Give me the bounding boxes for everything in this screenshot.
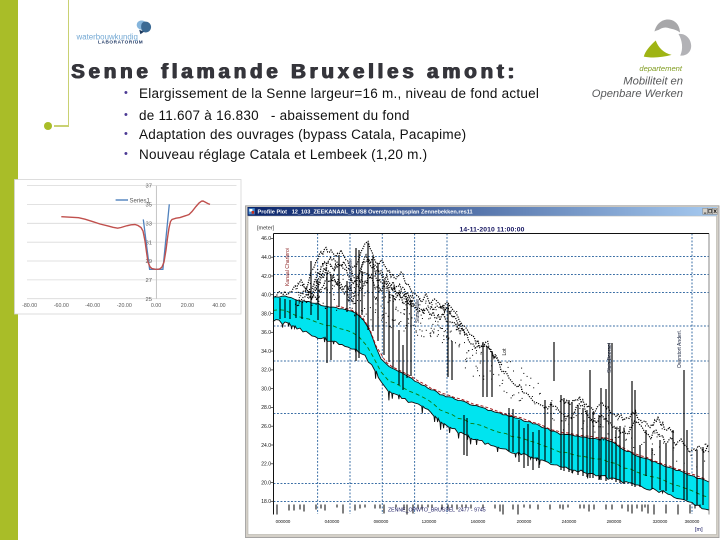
svg-text:-80.00: -80.00 bbox=[22, 303, 37, 309]
svg-text:30.0: 30.0 bbox=[261, 386, 271, 392]
svg-text:Overstort Anderl.: Overstort Anderl. bbox=[677, 330, 683, 368]
svg-text:37: 37 bbox=[146, 184, 152, 190]
svg-text:40.0: 40.0 bbox=[261, 293, 271, 299]
svg-text:Overstort Lembeek: Overstort Lembeek bbox=[348, 259, 354, 303]
svg-text:18.0: 18.0 bbox=[261, 499, 271, 505]
svg-text:Sluis Beersel: Sluis Beersel bbox=[607, 343, 613, 373]
svg-text:160000: 160000 bbox=[471, 519, 486, 524]
svg-text:24.0: 24.0 bbox=[261, 443, 271, 449]
svg-text:[m]: [m] bbox=[695, 527, 703, 533]
svg-text:0.00: 0.00 bbox=[151, 303, 161, 309]
svg-text:280000: 280000 bbox=[607, 519, 622, 524]
svg-text:departement: departement bbox=[639, 64, 683, 73]
svg-text:22.0: 22.0 bbox=[261, 462, 271, 468]
svg-text:-40.00: -40.00 bbox=[85, 303, 100, 309]
svg-text:31: 31 bbox=[146, 240, 152, 246]
svg-text:320000: 320000 bbox=[653, 519, 668, 524]
svg-text:ZENNE_OPWTO_BRUSSEL 2477 - 97: ZENNE_OPWTO_BRUSSEL 2477 - 9745 bbox=[388, 508, 486, 514]
svg-text:Series1: Series1 bbox=[130, 199, 151, 205]
svg-text:200000: 200000 bbox=[517, 519, 532, 524]
svg-text:38.0: 38.0 bbox=[261, 311, 271, 317]
svg-text:Sluis Halle: Sluis Halle bbox=[415, 299, 421, 323]
svg-text:000000: 000000 bbox=[276, 519, 291, 524]
svg-text:40.00: 40.00 bbox=[212, 303, 225, 309]
svg-text:28.0: 28.0 bbox=[261, 405, 271, 411]
svg-text:20.00: 20.00 bbox=[181, 303, 194, 309]
svg-text:Profile Plot 12_103_ZEEKANAA: Profile Plot 12_103_ZEEKANAAL_5 US8 Over… bbox=[258, 209, 473, 215]
svg-text:-60.00: -60.00 bbox=[54, 303, 69, 309]
svg-text:-20.00: -20.00 bbox=[117, 303, 132, 309]
svg-text:Kanaal Charleroi: Kanaal Charleroi bbox=[285, 248, 291, 286]
svg-text:240000: 240000 bbox=[562, 519, 577, 524]
svg-text:46.0: 46.0 bbox=[261, 236, 271, 242]
svg-text:36.0: 36.0 bbox=[261, 330, 271, 336]
svg-text:Lot: Lot bbox=[502, 348, 508, 356]
svg-text:25: 25 bbox=[146, 297, 152, 303]
svg-text:waterbouwkundig: waterbouwkundig bbox=[76, 32, 138, 41]
svg-text:44.0: 44.0 bbox=[261, 255, 271, 261]
svg-text:26.0: 26.0 bbox=[261, 424, 271, 430]
svg-text:33: 33 bbox=[146, 221, 152, 227]
svg-text:20.0: 20.0 bbox=[261, 480, 271, 486]
svg-text:LABORATORIUM: LABORATORIUM bbox=[98, 40, 143, 45]
svg-text:42.0: 42.0 bbox=[261, 274, 271, 280]
svg-text:14-11-2010 11:00:00: 14-11-2010 11:00:00 bbox=[459, 227, 524, 234]
svg-text:32.0: 32.0 bbox=[261, 368, 271, 374]
svg-text:Openbare Werken: Openbare Werken bbox=[592, 88, 683, 100]
svg-text:360000: 360000 bbox=[685, 519, 700, 524]
svg-text:27: 27 bbox=[146, 278, 152, 284]
svg-text:34.0: 34.0 bbox=[261, 349, 271, 355]
svg-text:35: 35 bbox=[146, 203, 152, 209]
svg-text:120000: 120000 bbox=[422, 519, 437, 524]
svg-text:[meter]: [meter] bbox=[257, 226, 275, 232]
svg-text:040000: 040000 bbox=[325, 519, 340, 524]
svg-text:Mobiliteit en: Mobiliteit en bbox=[623, 76, 683, 88]
svg-text:080000: 080000 bbox=[374, 519, 389, 524]
